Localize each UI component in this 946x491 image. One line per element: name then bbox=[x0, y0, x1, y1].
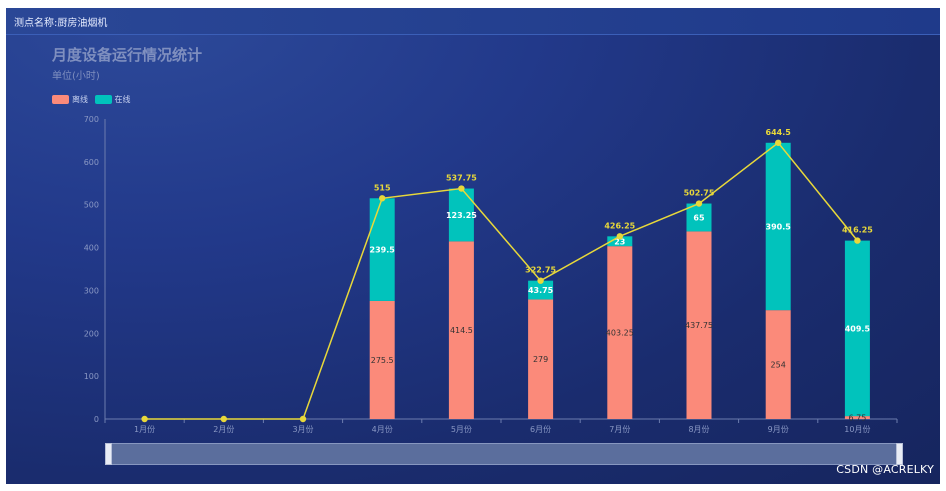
bar-label-offline: 403.25 bbox=[606, 329, 634, 338]
header-bar: 测点名称:厨房油烟机 bbox=[6, 8, 940, 35]
line-point bbox=[141, 415, 148, 423]
chart-panel: 测点名称:厨房油烟机 月度设备运行情况统计 单位(小时) 离线 在线 0 100 2… bbox=[6, 8, 940, 484]
legend-swatch-online bbox=[94, 95, 112, 104]
bar-label-online: 43.75 bbox=[528, 286, 554, 295]
bar-online bbox=[369, 198, 395, 301]
y-tick-label: 0 bbox=[94, 415, 99, 424]
data-zoom-slider[interactable] bbox=[105, 443, 903, 465]
x-tick-label: 10月份 bbox=[844, 424, 870, 434]
y-tick-label: 100 bbox=[84, 372, 99, 381]
bar-online bbox=[686, 203, 712, 232]
line-value-label: 502.75 bbox=[684, 189, 715, 198]
line-value-label: 537.75 bbox=[446, 174, 477, 183]
bar-label-online: 390.5 bbox=[766, 222, 792, 231]
x-tick-label: 3月份 bbox=[292, 424, 313, 434]
bar-label-offline: 414.5 bbox=[450, 326, 473, 335]
legend-swatch-offline bbox=[52, 95, 69, 104]
line-point bbox=[775, 139, 782, 146]
line-value-label: 644.5 bbox=[766, 128, 792, 137]
bar-offline bbox=[607, 246, 633, 419]
chart-title: 月度设备运行情况统计 bbox=[52, 46, 203, 64]
zoom-handle-left[interactable] bbox=[105, 443, 112, 465]
line-value-label: 426.25 bbox=[604, 221, 635, 230]
line-value-label: 515 bbox=[374, 183, 391, 192]
line-point bbox=[537, 277, 544, 284]
legend: 离线 在线 bbox=[52, 94, 135, 105]
bar-offline bbox=[686, 231, 712, 419]
legend-label-offline: 离线 bbox=[72, 95, 88, 104]
bar-label-offline: 254 bbox=[771, 361, 786, 370]
bar-label-online: 239.5 bbox=[370, 246, 396, 255]
chart-svg: 0 100 200 300 400 500 600 700 1月份 2月份 3月份 4月份 5月份 6月… bbox=[84, 115, 898, 434]
legend-label-online: 在线 bbox=[114, 95, 131, 104]
line-point bbox=[695, 200, 703, 207]
bar-online bbox=[607, 236, 633, 247]
line-value-label: 416.25 bbox=[842, 226, 873, 235]
x-tick-label: 7月份 bbox=[609, 424, 630, 434]
y-tick-label: 400 bbox=[84, 244, 99, 253]
x-axis: 1月份 2月份 3月份 4月份 5月份 6月份 7月份 8月份 9月份 10月份 bbox=[104, 418, 898, 434]
bar-label-offline: 6.75 bbox=[848, 414, 866, 423]
bar-offline bbox=[369, 300, 395, 419]
bar-online bbox=[844, 240, 870, 417]
line-point bbox=[854, 237, 861, 244]
line-value-label: 322.75 bbox=[525, 266, 556, 275]
station-name: 测点名称:厨房油烟机 bbox=[14, 18, 108, 29]
y-tick-label: 200 bbox=[84, 329, 99, 338]
x-tick-label: 5月份 bbox=[451, 424, 472, 434]
x-tick-label: 4月份 bbox=[372, 424, 393, 434]
bars-group bbox=[369, 142, 870, 419]
bar-offline bbox=[448, 241, 474, 419]
x-tick-label: 9月份 bbox=[768, 424, 789, 434]
bar-offline bbox=[765, 310, 791, 419]
y-tick-label: 500 bbox=[84, 201, 99, 210]
bar-label-online: 65 bbox=[693, 213, 705, 222]
line-point bbox=[299, 415, 307, 423]
watermark: CSDN @ACRELKY bbox=[836, 463, 934, 476]
bar-label-offline: 275.5 bbox=[371, 356, 394, 365]
bar-label-offline: 437.75 bbox=[685, 321, 713, 330]
bar-label-online: 23 bbox=[614, 237, 625, 246]
x-tick-label: 2月份 bbox=[213, 424, 234, 434]
legend-item-online[interactable]: 在线 bbox=[94, 94, 131, 105]
chart-subtitle: 单位(小时) bbox=[52, 71, 100, 82]
line-point bbox=[379, 195, 386, 202]
legend-item-offline[interactable]: 离线 bbox=[52, 94, 88, 105]
bar-offline bbox=[528, 299, 554, 419]
y-tick-label: 700 bbox=[84, 115, 99, 124]
y-axis: 0 100 200 300 400 500 600 700 bbox=[84, 115, 106, 424]
line-point bbox=[458, 185, 465, 192]
bar-online bbox=[528, 280, 554, 300]
line-point bbox=[220, 415, 227, 423]
total-line-group: 515 537.75 322.75 426.25 502.75 644.5 416.25 bbox=[141, 128, 873, 423]
x-tick-label: 8月份 bbox=[688, 424, 709, 434]
x-tick-label: 6月份 bbox=[530, 424, 551, 434]
y-tick-label: 300 bbox=[84, 286, 99, 295]
x-tick-label: 1月份 bbox=[134, 424, 155, 434]
line-point bbox=[616, 233, 623, 240]
bar-label-online: 409.5 bbox=[845, 324, 871, 333]
y-tick-label: 600 bbox=[84, 158, 99, 167]
zoom-handle-right[interactable] bbox=[896, 443, 903, 465]
bar-labels-group: 275.5 239.5 414.5 123.25 279 43.75 403.25 23 437… bbox=[370, 211, 871, 423]
total-line bbox=[144, 141, 858, 420]
bar-offline bbox=[844, 416, 870, 419]
bar-online bbox=[765, 142, 791, 311]
bar-label-offline: 279 bbox=[533, 355, 548, 364]
bar-label-online: 123.25 bbox=[446, 211, 477, 220]
